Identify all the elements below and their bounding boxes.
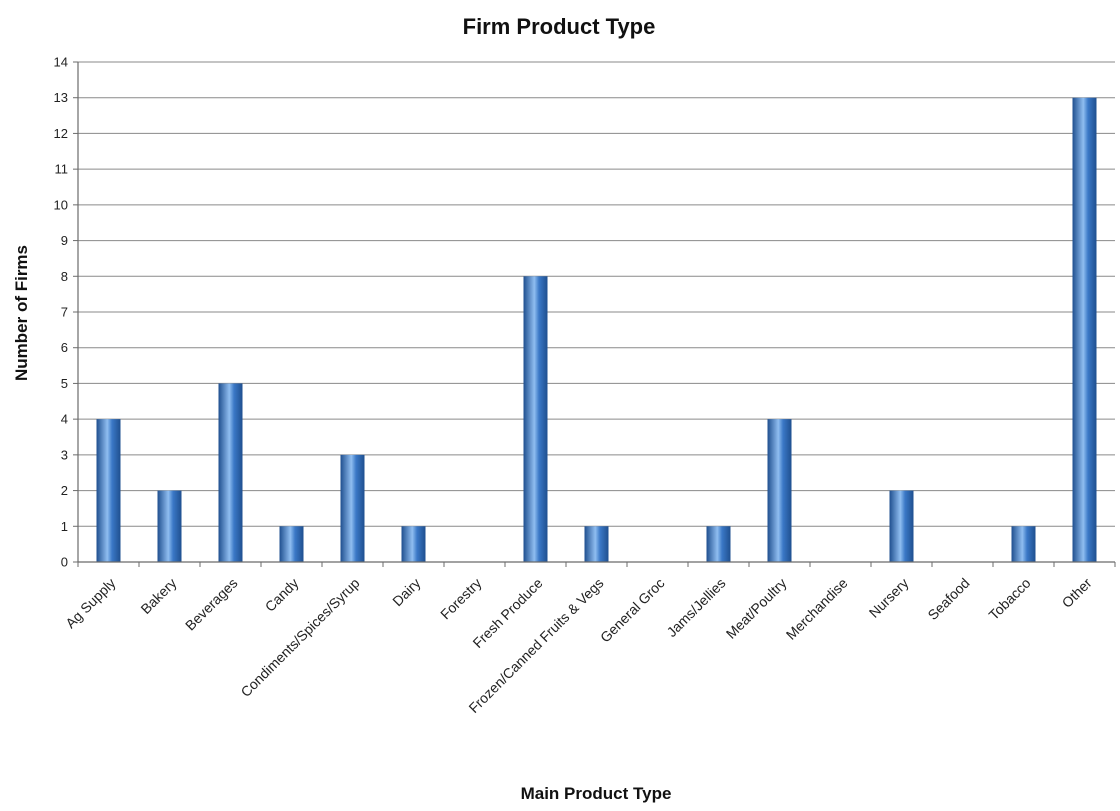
x-tick-label: Other xyxy=(1059,575,1095,611)
y-tick-label: 3 xyxy=(61,447,68,462)
bar-fresh-produce xyxy=(523,276,548,562)
y-tick-label: 0 xyxy=(61,555,68,570)
bar-dairy xyxy=(401,526,426,562)
gridlines xyxy=(78,61,1115,527)
y-tick-label: 6 xyxy=(61,340,68,355)
x-tick-label: Dairy xyxy=(389,575,423,609)
bar-nursery xyxy=(889,490,914,562)
x-tick-label: Bakery xyxy=(137,575,179,617)
bar-beverages xyxy=(218,383,243,562)
x-tick-label: Frozen/Canned Fruits & Vegs xyxy=(465,575,606,716)
bar-bakery xyxy=(157,490,182,562)
bars xyxy=(96,97,1097,562)
y-tick-label: 9 xyxy=(61,233,68,248)
y-tick-label: 7 xyxy=(61,305,68,320)
y-tick-label: 13 xyxy=(54,90,68,105)
x-tick-label: Seafood xyxy=(924,575,972,623)
bar-ag-supply xyxy=(96,419,121,562)
x-tick-label: Ag Supply xyxy=(62,575,118,631)
bar-jams-jellies xyxy=(706,526,731,562)
chart-title: Firm Product Type xyxy=(463,14,656,39)
y-tick-label: 10 xyxy=(54,197,68,212)
bar-condiments-spices-syrup xyxy=(340,454,365,562)
x-tick-label: Candy xyxy=(262,575,302,615)
x-tick-label: Jams/Jellies xyxy=(663,575,728,640)
x-tick-label: Meat/Poultry xyxy=(723,575,790,642)
y-tick-label: 1 xyxy=(61,519,68,534)
bar-tobacco xyxy=(1011,526,1036,562)
y-tick-label: 14 xyxy=(54,55,68,70)
y-tick-label: 8 xyxy=(61,269,68,284)
bar-candy xyxy=(279,526,304,562)
bar-frozen-canned-fruits-vegs xyxy=(584,526,609,562)
x-tick-label: General Groc xyxy=(597,575,668,646)
y-tick-label: 12 xyxy=(54,126,68,141)
x-tick-label: Condiments/Spices/Syrup xyxy=(237,575,362,700)
bar-meat-poultry xyxy=(767,419,792,562)
y-tick-label: 2 xyxy=(61,483,68,498)
x-axis-category-labels: Ag Supply Bakery Beverages CandyCondiments/… xyxy=(62,562,1116,716)
x-tick-label: Forestry xyxy=(437,575,485,623)
x-tick-label: Beverages xyxy=(182,575,241,634)
bar-other xyxy=(1072,97,1097,562)
y-tick-label: 11 xyxy=(55,162,69,177)
x-axis-title: Main Product Type xyxy=(521,784,672,803)
y-tick-label: 4 xyxy=(61,412,68,427)
y-axis-title: Number of Firms xyxy=(12,245,31,381)
x-tick-label: Nursery xyxy=(866,575,912,621)
x-tick-label: Merchandise xyxy=(783,575,851,643)
y-tick-label: 5 xyxy=(61,376,68,391)
x-tick-label: Tobacco xyxy=(985,575,1033,623)
